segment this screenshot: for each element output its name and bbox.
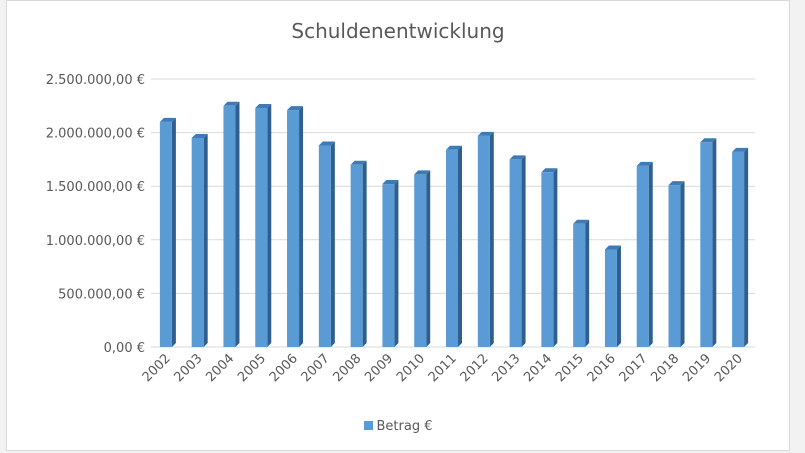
x-tick-label: 2017	[617, 351, 651, 385]
x-tick-label: 2011	[426, 351, 460, 385]
bar-side	[458, 145, 462, 347]
x-tick-label: 2008	[330, 351, 364, 385]
bar	[668, 185, 681, 347]
bar-top	[573, 219, 590, 224]
x-tick-label: 2013	[489, 351, 523, 385]
bar-top	[382, 180, 399, 185]
x-tick-label: 2003	[172, 351, 206, 385]
x-tick-label: 2020	[712, 351, 746, 385]
x-tick-label: 2005	[235, 351, 269, 385]
bar-top	[255, 103, 272, 108]
bar-top	[732, 147, 749, 152]
bar-side	[171, 117, 176, 347]
x-tick-label: 2002	[140, 351, 174, 385]
bar	[350, 164, 363, 347]
bar	[255, 107, 268, 347]
bar-top	[636, 161, 653, 166]
y-tick-label: 2.500.000,00 €	[46, 73, 145, 88]
bar-side	[267, 103, 272, 347]
bar	[382, 184, 395, 347]
bar-top	[477, 131, 494, 136]
bar	[541, 172, 554, 347]
bar-top	[604, 245, 621, 250]
chart-plot: 0,00 € 500.000,00 € 1.000.000,00 € 1.500.00…	[46, 73, 755, 385]
y-tick-label: 500.000,00 €	[58, 287, 145, 302]
bar-side	[744, 147, 749, 347]
bar	[159, 121, 172, 347]
bar	[223, 105, 236, 347]
bar-side	[235, 101, 240, 347]
x-tick-label: 2004	[203, 351, 237, 385]
bar	[446, 149, 458, 347]
chart-title: Schuldenentwicklung	[291, 19, 505, 43]
bar-side	[616, 245, 621, 347]
legend-swatch	[363, 421, 373, 430]
bar-top	[668, 181, 685, 186]
legend-label: Betrag €	[376, 419, 433, 434]
bar-side	[680, 181, 685, 347]
x-tick-label: 2018	[648, 351, 682, 385]
y-tick-label: 1.000.000,00 €	[46, 234, 145, 249]
x-tick-label: 2009	[362, 351, 396, 385]
bar-side	[362, 160, 367, 347]
x-tick-label: 2012	[458, 351, 492, 385]
bar-side	[712, 138, 717, 347]
bar	[732, 151, 745, 347]
bar	[509, 159, 522, 347]
bar-top	[318, 141, 335, 146]
bar	[477, 135, 490, 347]
bar-top	[223, 101, 240, 106]
bar-top	[446, 145, 462, 150]
bar-top	[287, 106, 304, 111]
x-tick-label: 2007	[299, 351, 333, 385]
bar	[318, 145, 331, 347]
x-tick-label: 2006	[267, 351, 301, 385]
x-tick-label: 2016	[585, 351, 619, 385]
bar	[604, 249, 617, 347]
bar-top	[700, 138, 717, 143]
x-tick-label: 2019	[680, 351, 714, 385]
x-tick-label: 2010	[394, 351, 428, 385]
y-tick-label: 0,00 €	[104, 341, 145, 356]
x-tick-label: 2014	[521, 351, 555, 385]
bar-top	[414, 170, 431, 175]
bar	[191, 137, 204, 347]
bar-side	[553, 168, 558, 347]
bar-side	[648, 161, 653, 347]
bar	[700, 142, 713, 347]
chart-area: Schuldenentwicklung 0,00 € 500.000,00 € 1.…	[6, 0, 790, 451]
bar	[636, 165, 649, 347]
bar-side	[394, 180, 399, 347]
y-tick-label: 1.500.000,00 €	[46, 180, 145, 195]
x-tick-label: 2015	[553, 351, 587, 385]
bar-side	[585, 219, 590, 347]
bar-top	[541, 168, 558, 173]
bar-side	[203, 133, 208, 347]
legend: Betrag €	[7, 419, 789, 434]
bar-top	[509, 155, 526, 160]
bar-top	[159, 117, 176, 122]
bar	[287, 110, 300, 347]
bar-side	[330, 141, 335, 347]
y-tick-label: 2.000.000,00 €	[46, 127, 145, 142]
bar-side	[521, 155, 526, 347]
bar-side	[299, 106, 304, 347]
bar-top	[350, 160, 367, 165]
bar-side	[426, 170, 431, 347]
bar	[414, 174, 427, 347]
bar-top	[191, 133, 208, 138]
bar	[573, 223, 586, 347]
bar-side	[489, 131, 494, 347]
